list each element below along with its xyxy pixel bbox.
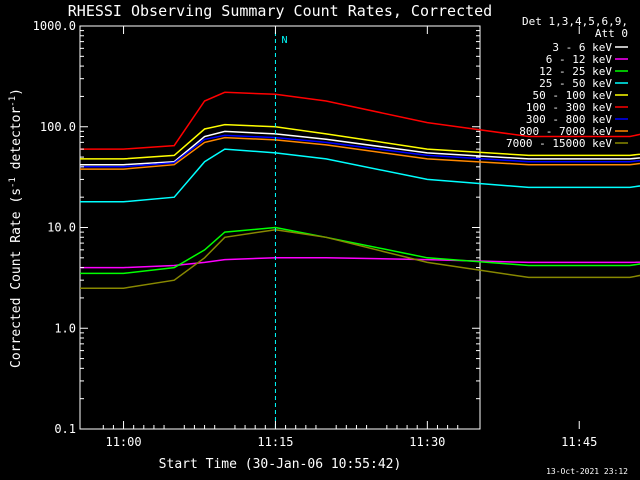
legend-label-8: 7000 - 15000 keV — [506, 137, 612, 150]
series-line-7 — [80, 136, 640, 170]
plot-frame — [79, 25, 481, 430]
series-line-8 — [80, 228, 640, 289]
legend-label-0: 3 - 6 keV — [552, 41, 612, 54]
legend-label-3: 25 - 50 keV — [539, 77, 612, 90]
y-axis: 1000.0 100.0 10.0 1.0 0.1 — [33, 19, 480, 436]
chart-title: RHESSI Observing Summary Count Rates, Co… — [68, 2, 492, 20]
series-line-5 — [80, 91, 640, 150]
series-line-0 — [80, 130, 640, 166]
series-line-4 — [80, 123, 640, 160]
y-tick-label: 1.0 — [54, 321, 76, 335]
plot-area: N — [79, 25, 640, 430]
y-tick-label: 0.1 — [54, 422, 76, 436]
x-tick-label: 11:00 — [105, 435, 141, 449]
legend-header-line2: Att 0 — [595, 27, 628, 40]
y-axis-label: Corrected Count Rate (s-1 detector-1) — [8, 88, 24, 368]
legend-label-4: 50 - 100 keV — [533, 89, 613, 102]
series-lines — [80, 91, 640, 289]
legend-label-5: 100 - 300 keV — [526, 101, 612, 114]
footer-date: 13-Oct-2021 23:12 — [546, 467, 628, 476]
x-tick-label: 11:45 — [561, 435, 597, 449]
markers: N — [274, 32, 287, 429]
legend-header-line1: Det 1,3,4,5,6,9, — [522, 15, 628, 28]
y-tick-label: 1000.0 — [33, 19, 76, 33]
night-marker-label: N — [281, 35, 287, 46]
y-tick-label: 100.0 — [40, 120, 76, 134]
series-line-1 — [80, 257, 640, 269]
x-axis-label: Start Time (30-Jan-06 10:55:42) — [159, 457, 402, 472]
series-line-2 — [80, 226, 640, 275]
legend-label-2: 12 - 25 keV — [539, 65, 612, 78]
legend-label-1: 6 - 12 keV — [546, 53, 613, 66]
legend-label-7: 800 - 7000 keV — [519, 125, 612, 138]
series-line-6 — [80, 134, 640, 168]
x-tick-label: 11:30 — [409, 435, 445, 449]
series-line-3 — [80, 148, 640, 203]
legend-label-6: 300 - 800 keV — [526, 113, 612, 126]
x-tick-label: 11:15 — [257, 435, 293, 449]
y-tick-label: 10.0 — [47, 221, 76, 235]
